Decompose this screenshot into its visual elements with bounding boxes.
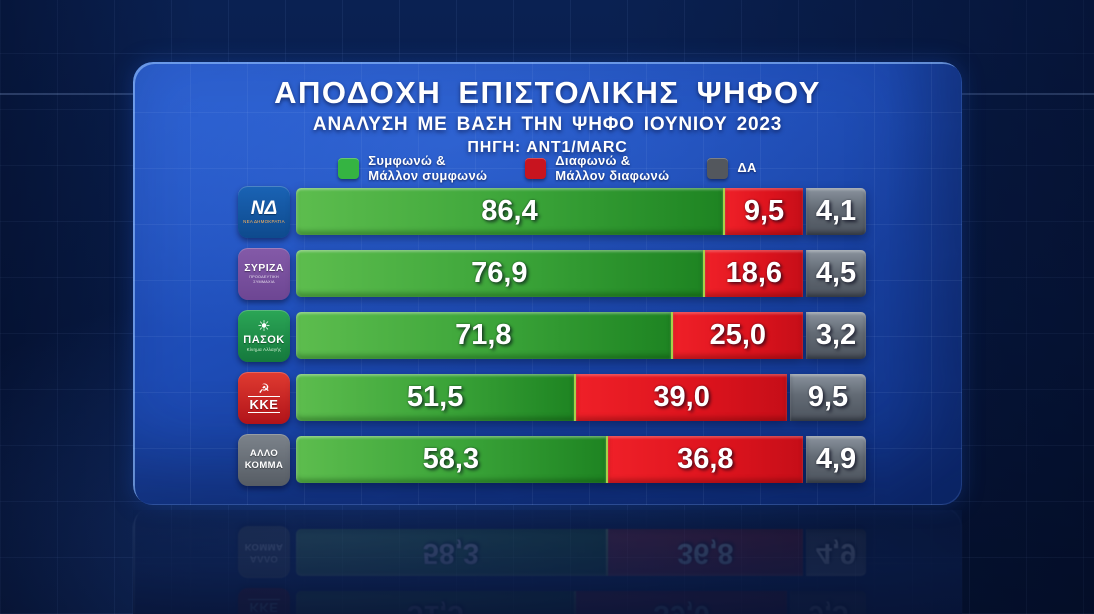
party-logo: ΑΛΛΟ ΚΟΜΜΑ (238, 433, 290, 486)
bar-row-other: ΑΛΛΟ ΚΟΜΜΑ 58,3 36,8 4,9 (238, 433, 866, 486)
value-label-agree: 86,4 (481, 195, 538, 227)
bar-segment-dk: 4,1 (806, 188, 866, 235)
bar-row-kke: ☭ ΚΚΕ 51,5 39,0 9,5 (238, 371, 866, 424)
legend-label-agree-line1: Συμφωνώ & (368, 153, 446, 168)
bar-segment-agree: 58,3 (296, 436, 608, 483)
party-logo-icon: ☀ (257, 317, 271, 335)
stacked-bar: 86,4 9,5 4,1 (296, 188, 866, 235)
party-logo-text: ΠΑΣΟΚ (243, 333, 285, 346)
value-label-disagree: 18,6 (725, 257, 783, 289)
party-logo-text: ΑΛΛΟ ΚΟΜΜΑ (244, 447, 284, 471)
bar-row-nd: ΝΔ ΝΕΑ ΔΗΜΟΚΡΑΤΙΑ 86,4 9,5 4,1 (238, 185, 866, 238)
legend-item-disagree: Διαφωνώ & Μάλλον διαφωνώ (525, 153, 670, 184)
bar-row-pasok: ☀ ΠΑΣΟΚ Κίνημα Αλλαγής 71,8 25,0 3,2 (238, 309, 866, 362)
panel-header: ΑΠΟΔΟΧΗ ΕΠΙΣΤΟΛΙΚΗΣ ΨΗΦΟΥ ΑΝΑΛΥΣΗ ΜΕ ΒΑΣ… (133, 75, 962, 157)
bar-segment-disagree: 25,0 (672, 312, 803, 359)
value-label-disagree: 25,0 (709, 319, 767, 351)
bar-segment-dk: 9,5 (790, 374, 866, 421)
bar-segment-disagree: 18,6 (704, 250, 803, 297)
value-label-dk: 4,1 (815, 195, 857, 227)
value-label-agree: 76,9 (471, 257, 528, 289)
bar-rows: ΝΔ ΝΕΑ ΔΗΜΟΚΡΑΤΙΑ 86,4 9,5 4,1 ΣΥΡΙΖΑ ΠΡ… (238, 185, 866, 486)
legend-item-agree: Συμφωνώ & Μάλλον συμφωνώ (338, 153, 488, 184)
stacked-bar: 51,5 39,0 9,5 (296, 374, 866, 421)
value-label-dk: 4,5 (815, 257, 857, 289)
party-logo: ΝΔ ΝΕΑ ΔΗΜΟΚΡΑΤΙΑ (238, 185, 290, 238)
party-logo-subtext: ΝΕΑ ΔΗΜΟΚΡΑΤΙΑ (243, 219, 285, 225)
source-label: ΠΗΓΗ: ANT1/MARC (467, 139, 628, 156)
legend-swatch-gray (707, 158, 729, 180)
legend-label-disagree-line1: Διαφωνώ & (555, 153, 631, 168)
party-logo-text: ΚΚΕ (247, 396, 281, 413)
legend-label-disagree: Διαφωνώ & Μάλλον διαφωνώ (555, 153, 670, 184)
legend-label-dk: ΔΑ (737, 160, 757, 176)
party-logo-subtext: Κίνημα Αλλαγής (246, 347, 282, 353)
bar-segment-agree: 86,4 (296, 188, 725, 235)
party-logo: ☀ ΠΑΣΟΚ Κίνημα Αλλαγής (238, 309, 290, 362)
value-label-disagree: 36,8 (677, 443, 734, 475)
legend: Συμφωνώ & Μάλλον συμφωνώ Διαφωνώ & Μάλλο… (133, 153, 962, 184)
bar-segment-agree: 76,9 (296, 250, 705, 297)
panel-reflection: ΑΠΟΔΟΧΗ ΕΠΙΣΤΟΛΙΚΗΣ ΨΗΦΟΥ ΑΝΑΛΥΣΗ ΜΕ ΒΑΣ… (133, 510, 962, 614)
page-title: ΑΠΟΔΟΧΗ ΕΠΙΣΤΟΛΙΚΗΣ ΨΗΦΟΥ (274, 75, 821, 110)
bar-segment-disagree: 36,8 (607, 436, 803, 483)
bar-segment-agree: 71,8 (296, 312, 673, 359)
legend-swatch-red (525, 158, 547, 180)
legend-label-disagree-line2: Μάλλον διαφωνώ (555, 167, 670, 183)
party-logo-icon: ☭ (258, 381, 270, 396)
value-label-disagree: 39,0 (653, 381, 710, 413)
legend-item-dk: ΔΑ (707, 158, 757, 180)
party-logo-text: ΝΔ (250, 197, 278, 219)
legend-label-agree-line2: Μάλλον συμφωνώ (368, 167, 488, 183)
legend-swatch-green (338, 158, 360, 180)
bar-segment-dk: 3,2 (806, 312, 866, 359)
bar-segment-disagree: 9,5 (725, 188, 803, 235)
party-logo-subtext: ΠΡΟΟΔΕΥΤΙΚΗ ΣΥΜΜΑΧΙΑ (249, 274, 279, 284)
bar-segment-dk: 4,9 (806, 436, 866, 483)
value-label-dk: 4,9 (815, 443, 857, 475)
value-label-agree: 71,8 (455, 319, 512, 351)
legend-label-agree: Συμφωνώ & Μάλλον συμφωνώ (368, 153, 488, 184)
stacked-bar: 71,8 25,0 3,2 (296, 312, 866, 359)
value-label-dk: 3,2 (815, 319, 857, 351)
poll-panel: ΑΠΟΔΟΧΗ ΕΠΙΣΤΟΛΙΚΗΣ ΨΗΦΟΥ ΑΝΑΛΥΣΗ ΜΕ ΒΑΣ… (133, 510, 962, 614)
bar-row-syriza: ΣΥΡΙΖΑ ΠΡΟΟΔΕΥΤΙΚΗ ΣΥΜΜΑΧΙΑ 76,9 18,6 4,… (238, 247, 866, 300)
value-label-agree: 58,3 (422, 443, 480, 475)
party-logo-text: ΣΥΡΙΖΑ (244, 261, 284, 274)
bar-segment-disagree: 39,0 (576, 374, 787, 421)
value-label-dk: 9,5 (807, 381, 849, 413)
bar-segment-agree: 51,5 (296, 374, 577, 421)
party-logo: ΣΥΡΙΖΑ ΠΡΟΟΔΕΥΤΙΚΗ ΣΥΜΜΑΧΙΑ (238, 247, 290, 300)
stacked-bar: 58,3 36,8 4,9 (296, 436, 866, 483)
value-label-agree: 51,5 (406, 381, 464, 413)
stacked-bar: 76,9 18,6 4,5 (296, 250, 866, 297)
value-label-disagree: 9,5 (743, 195, 785, 227)
poll-panel: ΑΠΟΔΟΧΗ ΕΠΙΣΤΟΛΙΚΗΣ ΨΗΦΟΥ ΑΝΑΛΥΣΗ ΜΕ ΒΑΣ… (133, 62, 962, 505)
page-subtitle: ΑΝΑΛΥΣΗ ΜΕ ΒΑΣΗ ΤΗΝ ΨΗΦΟ ΙΟΥΝΙΟΥ 2023 (312, 114, 783, 135)
bar-segment-dk: 4,5 (806, 250, 866, 297)
party-logo: ☭ ΚΚΕ (238, 371, 290, 424)
